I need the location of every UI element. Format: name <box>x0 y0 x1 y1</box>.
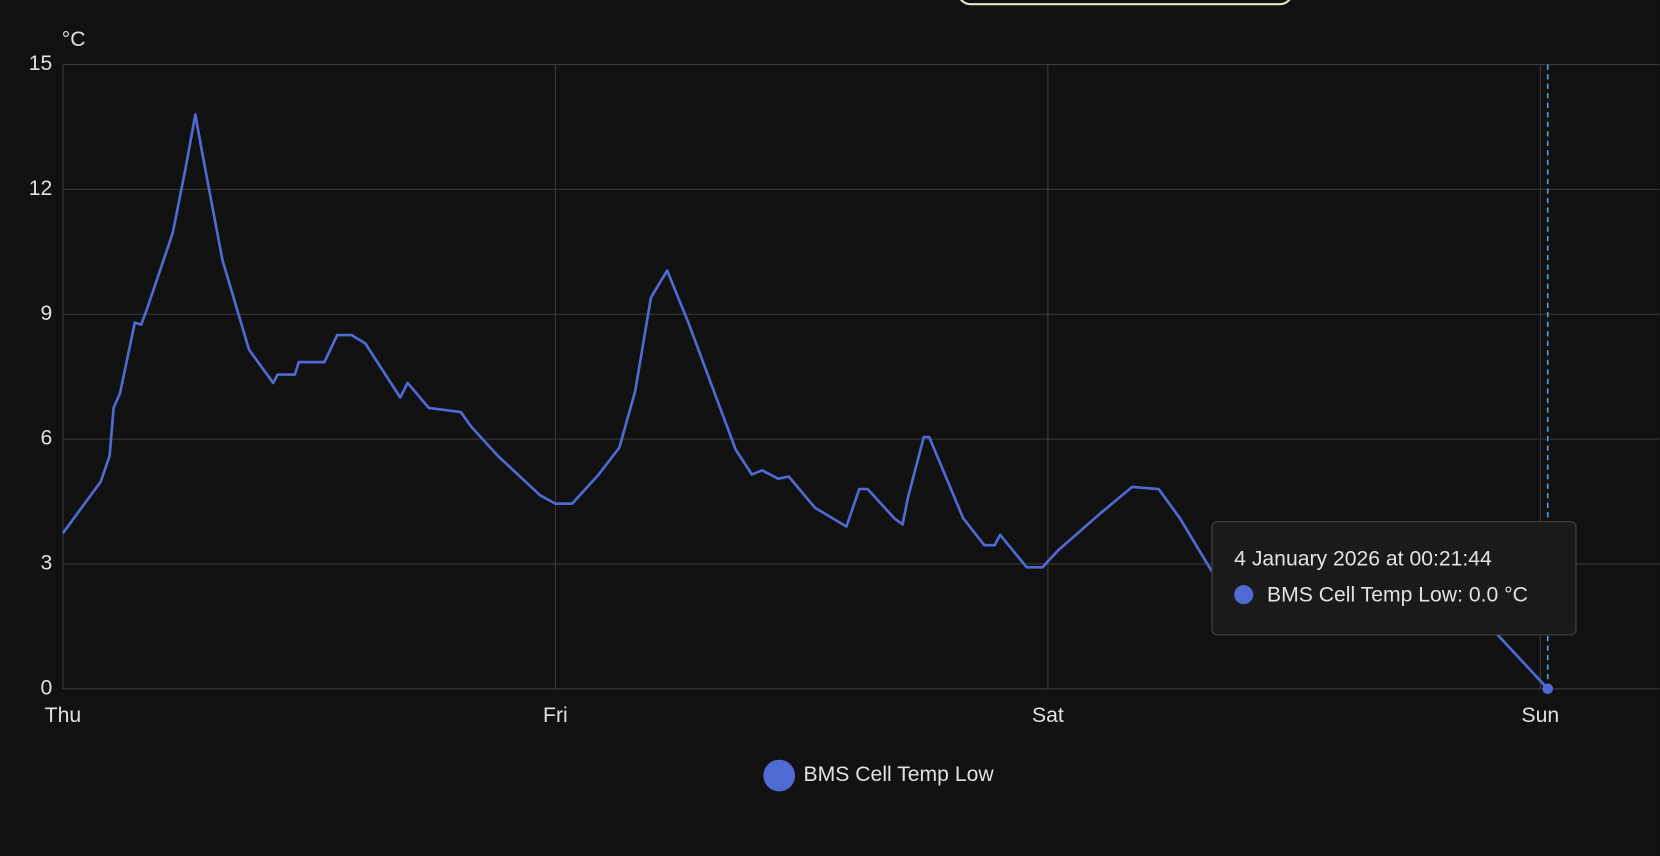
hover-point <box>1542 683 1554 695</box>
plot <box>61 64 1554 695</box>
y-axis-unit: °C <box>62 28 86 51</box>
tooltip-title: 4 January 2026 at 00:21:44 <box>1234 547 1492 570</box>
y-tick-label: 9 <box>41 302 53 325</box>
tooltip-box <box>1211 521 1577 636</box>
data-line <box>61 113 1549 690</box>
y-tick-label: 12 <box>29 177 53 200</box>
x-tick-label: Thu <box>45 704 81 727</box>
legend-label[interactable]: BMS Cell Temp Low <box>804 763 995 786</box>
top-control[interactable] <box>958 0 1292 6</box>
x-tick-label: Sun <box>1522 704 1560 727</box>
grid: 0 3 6 9 12 15 Thu Fri Sat Sun <box>29 52 1660 727</box>
tooltip-label: BMS Cell Temp Low: 0.0 °C <box>1267 583 1528 606</box>
tooltip-swatch <box>1234 585 1254 605</box>
legend[interactable]: BMS Cell Temp Low <box>763 759 995 792</box>
y-tick-label: 6 <box>41 427 53 450</box>
y-tick-label: 0 <box>41 676 53 699</box>
y-tick-label: 15 <box>29 52 53 75</box>
x-tick-label: Sat <box>1032 704 1064 727</box>
y-tick-label: 3 <box>41 552 53 575</box>
tooltip: 4 January 2026 at 00:21:44 BMS Cell Temp… <box>1211 521 1577 636</box>
legend-swatch <box>763 759 796 792</box>
x-tick-label: Fri <box>543 704 568 727</box>
